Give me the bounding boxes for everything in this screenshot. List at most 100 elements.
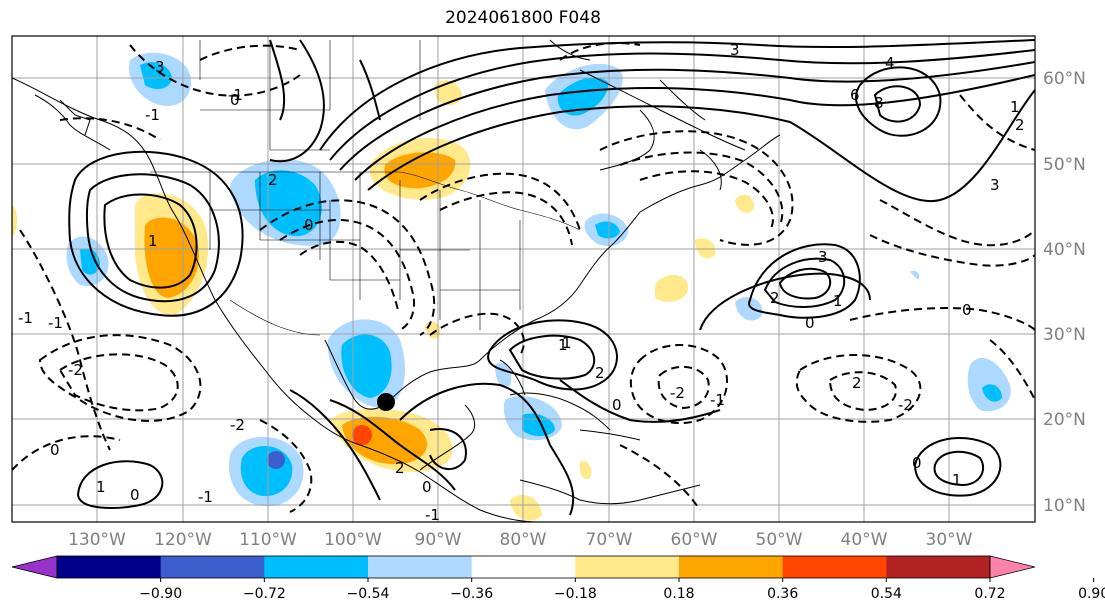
contour-label: 2 [770,289,780,307]
contour-label: 0 [130,486,140,504]
negative-contours [12,42,1035,513]
colorbar: −0.90 −0.72 −0.54 −0.36 −0.18 0.18 0.36 0.54 0.7… [11,555,1105,602]
contour-label: 2 [852,374,862,392]
contour-label: -2 [670,384,685,402]
longitude-label: 110°W [239,530,297,550]
contour-label: 0 [230,91,240,109]
contour-label: 0 [50,441,60,459]
contour-label: 6 [850,86,860,104]
colorbar-segment [886,556,991,578]
contour-label: 1 [1010,98,1020,116]
longitude-label: 90°W [415,530,462,550]
contour-label: -1 [145,106,160,124]
negative-anomaly-region [255,170,322,237]
contour-label: 2 [268,171,278,189]
map-title: 2024061800 F048 [445,8,601,28]
contour-label: -2 [230,416,245,434]
latitude-label: 50°N [1043,155,1086,175]
colorbar-segment [782,556,887,578]
contour-label: 3 [155,58,165,76]
negative-anomaly-region [140,62,172,90]
colorbar-tick-label: 0.36 [767,586,798,602]
latitude-label: 30°N [1043,325,1086,345]
contour-label: 0 [422,478,432,496]
longitude-label: 70°W [586,530,633,550]
longitude-label: 130°W [68,530,126,550]
contour-label: 1 [148,232,158,250]
colorbar-tick-label: −0.54 [347,586,390,602]
latitude-label: 10°N [1043,496,1086,516]
positive-anomaly-core [352,425,372,445]
positive-contours [68,39,1035,516]
colorbar-segment [160,556,265,578]
negative-anomaly-region [80,248,100,275]
positive-anomaly-region [655,274,689,302]
negative-anomaly-core [267,451,285,469]
negative-anomaly-region [595,221,620,239]
map-border [11,35,1036,523]
negative-anomaly-region [735,297,763,321]
colorbar-tick-label: −0.72 [243,586,286,602]
colorbar-segment [368,556,473,578]
negative-anomaly-region [557,77,609,116]
longitude-label: 60°W [671,530,718,550]
contour-label: 3 [730,41,740,59]
contour-label: 3 [990,176,1000,194]
contour-label: 0 [304,216,314,234]
positive-anomaly-region [695,238,716,259]
colorbar-tick-label: 0.72 [974,586,1005,602]
contour-labels: 3 2 1 0 -1 -2 3 4 6 8 3 2 1 0 -1 -2 2 0 … [18,41,1025,524]
contour-label: -2 [68,361,83,379]
contour-label: -1 [425,506,440,524]
contour-label: 0 [962,301,972,319]
colorbar-segment [471,556,576,578]
contour-label: 2 [1015,116,1025,134]
longitude-label: 40°W [841,530,888,550]
contour-label: -1 [48,314,63,332]
negative-anomaly-region [341,334,392,398]
positive-anomaly-region [510,495,542,521]
negative-anomaly-region [910,270,920,280]
contour-label: 1 [562,334,572,352]
latitude-axis: 60°N 50°N 40°N 30°N 20°N 10°N [1043,69,1086,516]
contour-label: 4 [885,54,895,72]
colorbar-segment [57,556,162,578]
negative-anomaly-region [240,445,293,497]
contour-label: 2 [595,364,605,382]
longitude-axis: 130°W 120°W 110°W 100°W 90°W 80°W 70°W 6… [68,530,973,550]
contour-label: -2 [898,396,913,414]
contour-label: -1 [198,488,213,506]
contour-label: 1 [833,292,843,310]
storm-center-marker [377,393,395,411]
contour-label: -1 [228,86,243,104]
contour-label: 0 [805,314,815,332]
contour-label: -1 [18,309,33,327]
latitude-label: 20°N [1043,410,1086,430]
longitude-label: 120°W [154,530,212,550]
contour-label: 0 [912,454,922,472]
longitude-label: 50°W [756,530,803,550]
shaded-anomalies [12,52,1011,521]
contour-label: 3 [818,248,828,266]
positive-anomaly-region [144,217,199,298]
longitude-label: 100°W [324,530,382,550]
colorbar-tick-label: −0.18 [554,586,597,602]
contour-label: 1 [558,336,568,354]
colorbar-tick-label: 0.54 [871,586,902,602]
negative-anomaly-region [982,384,1002,402]
colorbar-segment [575,556,680,578]
latitude-label: 40°N [1043,240,1086,260]
colorbar-tick-label: 0.90 [1078,586,1105,602]
colorbar-extend-low [11,555,58,579]
colorbar-border [56,555,991,579]
colorbar-tick-label: 0.18 [663,586,694,602]
colorbar-extend-high [989,555,1036,579]
colorbar-tick-label: −0.90 [139,586,182,602]
latitude-label: 60°N [1043,69,1086,89]
contour-label: 1 [96,478,106,496]
longitude-label: 80°W [500,530,547,550]
contour-label: 2 [395,459,405,477]
positive-anomaly-region [579,461,592,480]
contour-label: 8 [874,94,884,112]
positive-anomaly-region [735,194,755,213]
